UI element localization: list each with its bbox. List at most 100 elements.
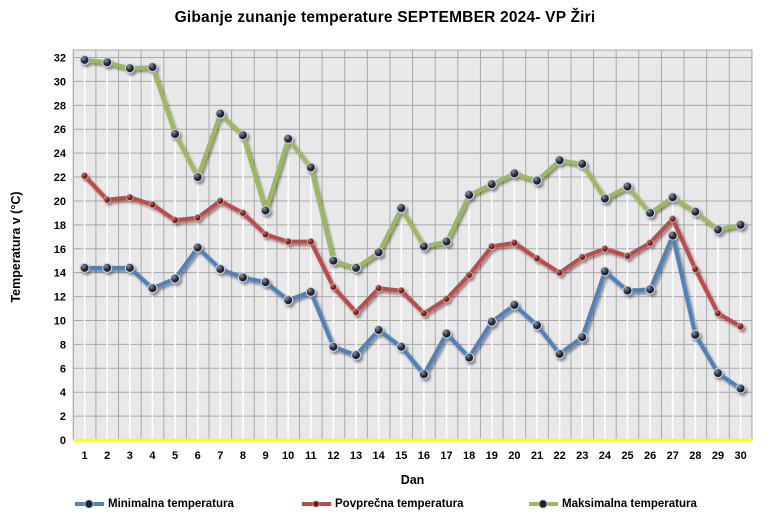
data-point — [646, 239, 654, 247]
data-point — [690, 329, 701, 340]
svg-text:1: 1 — [82, 450, 88, 462]
data-point — [170, 273, 181, 284]
data-point — [102, 262, 113, 273]
data-point — [397, 286, 405, 295]
svg-text:9: 9 — [262, 450, 268, 462]
drop-lines — [83, 59, 742, 440]
legend-label: Maksimalna temperatura — [562, 498, 697, 510]
legend-marker-povprecna-icon — [302, 500, 331, 508]
data-point — [237, 130, 248, 141]
data-point — [486, 316, 497, 327]
data-point — [622, 285, 633, 296]
svg-text:18: 18 — [54, 220, 66, 232]
data-point — [148, 200, 157, 209]
data-point — [329, 283, 338, 291]
legend-item-minimalna: Minimalna temperatura — [74, 497, 234, 511]
svg-text:16: 16 — [54, 244, 66, 256]
data-point — [441, 328, 452, 339]
data-point — [103, 196, 111, 204]
data-point — [373, 247, 384, 258]
legend-marker-maksimalna-icon — [529, 499, 558, 509]
data-point — [486, 179, 497, 190]
data-point — [260, 205, 271, 216]
data-point — [578, 253, 586, 261]
legend-marker-minimalna-icon — [75, 499, 104, 509]
svg-text:20: 20 — [508, 450, 520, 462]
data-point — [396, 341, 407, 352]
data-point — [577, 158, 588, 169]
data-point — [509, 299, 520, 310]
svg-text:4: 4 — [149, 450, 156, 462]
data-point — [260, 277, 271, 288]
data-point — [488, 242, 496, 251]
data-point — [645, 207, 656, 218]
data-point — [350, 350, 362, 361]
data-point — [691, 265, 700, 273]
svg-text:28: 28 — [689, 450, 701, 462]
data-point — [441, 236, 452, 247]
data-point — [714, 309, 722, 317]
legend: Minimalna temperatura Povprečna temperat… — [74, 497, 734, 513]
data-point — [283, 133, 294, 144]
data-point — [599, 193, 610, 204]
svg-text:18: 18 — [463, 450, 475, 462]
data-point — [418, 369, 429, 380]
data-point — [645, 284, 656, 295]
svg-text:0: 0 — [60, 435, 66, 447]
svg-text:11: 11 — [305, 450, 317, 462]
svg-text:24: 24 — [599, 450, 612, 462]
svg-text:6: 6 — [195, 450, 201, 462]
data-point — [669, 215, 677, 223]
svg-text:22: 22 — [54, 172, 66, 184]
data-point — [374, 284, 383, 292]
data-point — [712, 224, 724, 235]
data-point — [373, 324, 384, 336]
data-point — [735, 383, 746, 394]
data-point — [147, 283, 158, 294]
data-point — [509, 168, 520, 179]
data-point — [623, 252, 632, 260]
data-point — [284, 237, 292, 246]
svg-text:17: 17 — [440, 450, 452, 462]
data-point — [79, 54, 90, 65]
data-point — [79, 262, 90, 273]
data-point — [124, 63, 135, 74]
x-axis-title: Dan — [400, 473, 425, 487]
data-point — [305, 286, 316, 297]
data-point — [554, 348, 565, 359]
data-point — [464, 352, 475, 363]
svg-text:13: 13 — [350, 450, 362, 462]
data-point — [171, 216, 179, 224]
data-point — [555, 268, 564, 277]
svg-text:26: 26 — [644, 450, 656, 462]
data-point — [396, 203, 407, 214]
data-point — [352, 308, 360, 316]
svg-text:15: 15 — [395, 450, 407, 462]
svg-text:30: 30 — [54, 76, 66, 88]
data-point — [690, 206, 701, 217]
data-point — [599, 266, 610, 277]
legend-item-maksimalna: Maksimalna temperatura — [528, 497, 697, 511]
svg-text:28: 28 — [54, 100, 66, 112]
data-point — [418, 241, 429, 252]
data-point — [80, 172, 89, 180]
data-point — [215, 108, 226, 119]
data-point — [147, 62, 158, 73]
svg-text:32: 32 — [54, 53, 66, 65]
data-point — [420, 309, 428, 317]
svg-text:7: 7 — [217, 450, 223, 462]
svg-text:29: 29 — [712, 450, 724, 462]
data-point — [442, 295, 451, 303]
svg-text:22: 22 — [553, 450, 565, 462]
svg-text:10: 10 — [282, 450, 294, 462]
svg-text:2: 2 — [104, 450, 110, 462]
data-point — [712, 368, 724, 379]
data-point — [126, 193, 134, 202]
data-point — [465, 271, 473, 279]
svg-text:10: 10 — [54, 315, 66, 327]
legend-label: Povprečna temperatura — [335, 498, 464, 510]
legend-label: Minimalna temperatura — [108, 498, 234, 510]
data-point — [601, 245, 609, 253]
